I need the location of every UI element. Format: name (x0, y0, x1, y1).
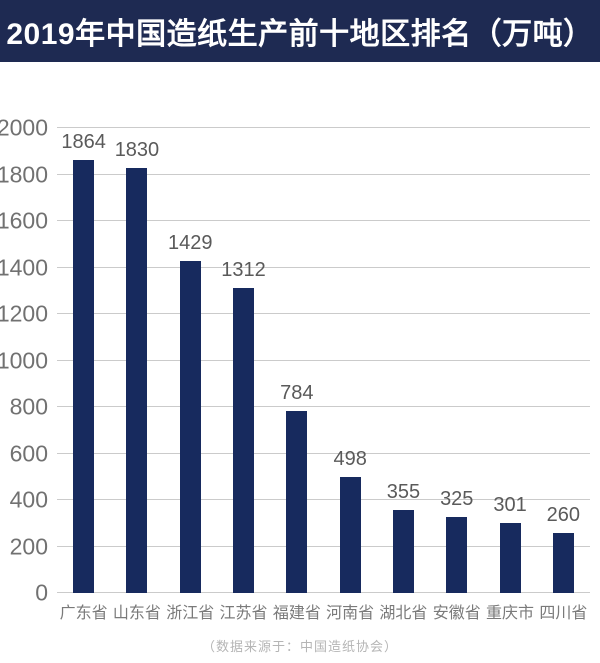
x-tick-label: 广东省 (59, 605, 108, 622)
bar-value-label: 355 (386, 481, 421, 504)
gridline (57, 173, 590, 175)
bar-安徽省 (446, 517, 468, 593)
x-tick-label: 河南省 (326, 605, 375, 622)
y-tick-label: 0 (35, 579, 48, 606)
gridline (57, 359, 590, 361)
gridline (57, 499, 590, 500)
x-tick-label: 江苏省 (219, 605, 268, 622)
bar-value-label: 784 (280, 381, 314, 404)
bar-四川省 (552, 532, 574, 593)
source-note: （数据来源于：中国造纸协会） (201, 639, 398, 654)
y-tick-label: 1800 (0, 161, 48, 187)
bar-chart: 0 200 400 600 800 1000 1200 1400 1600 1800 2000 186… (0, 62, 600, 663)
gridline (57, 313, 590, 314)
x-tick-label: 山东省 (112, 605, 161, 622)
chart-title-banner: 2019年中国造纸生产前十地区排名（万吨） (0, 0, 600, 62)
y-tick-label: 1200 (0, 300, 48, 327)
gridline (57, 266, 590, 268)
bar-福建省 (286, 410, 308, 593)
bar-value-label: 1429 (168, 231, 213, 254)
gridline (57, 220, 590, 221)
x-tick-label: 重庆市 (486, 605, 535, 622)
bar-广东省 (73, 159, 95, 593)
bar-value-label: 301 (493, 494, 527, 517)
bar-value-label: 1312 (221, 258, 266, 281)
x-tick-label: 安徽省 (432, 605, 481, 622)
bar-江苏省 (233, 287, 255, 593)
y-tick-label: 600 (9, 440, 48, 466)
gridline (57, 452, 590, 454)
x-axis-baseline (57, 592, 590, 593)
gridline (57, 406, 590, 407)
x-tick-label: 浙江省 (166, 605, 215, 622)
y-tick-label: 1400 (0, 254, 48, 280)
y-tick-label: 200 (9, 533, 48, 559)
bar-河南省 (339, 477, 361, 593)
plot-area: 0 200 400 600 800 1000 1200 1400 1600 1800 2000 186… (0, 116, 590, 604)
bar-value-label: 498 (333, 448, 367, 471)
x-tick-label: 四川省 (539, 605, 588, 622)
y-tick-label: 1000 (0, 347, 48, 373)
y-tick-label: 800 (9, 393, 48, 420)
bar-value-label: 260 (546, 503, 581, 526)
bar-value-label: 1830 (114, 138, 160, 161)
y-tick-label: 1600 (0, 207, 48, 234)
bar-value-label: 1864 (61, 130, 106, 153)
bar-浙江省 (179, 260, 201, 593)
y-tick-label: 400 (9, 486, 48, 513)
bar-湖北省 (392, 510, 414, 593)
gridline (57, 545, 590, 547)
bar-重庆市 (499, 523, 521, 593)
y-tick-label: 2000 (0, 114, 48, 141)
gridline (57, 127, 590, 128)
x-axis-labels: 广东省 山东省 浙江省 江苏省 福建省 河南省 湖北省 安徽省 重庆市 四川省 (57, 599, 590, 622)
bar-山东省 (126, 167, 148, 593)
chart-title: 2019年中国造纸生产前十地区排名（万吨） (6, 18, 594, 51)
bar-value-label: 325 (440, 488, 474, 511)
x-tick-label: 福建省 (272, 605, 321, 622)
x-tick-label: 湖北省 (379, 605, 428, 622)
